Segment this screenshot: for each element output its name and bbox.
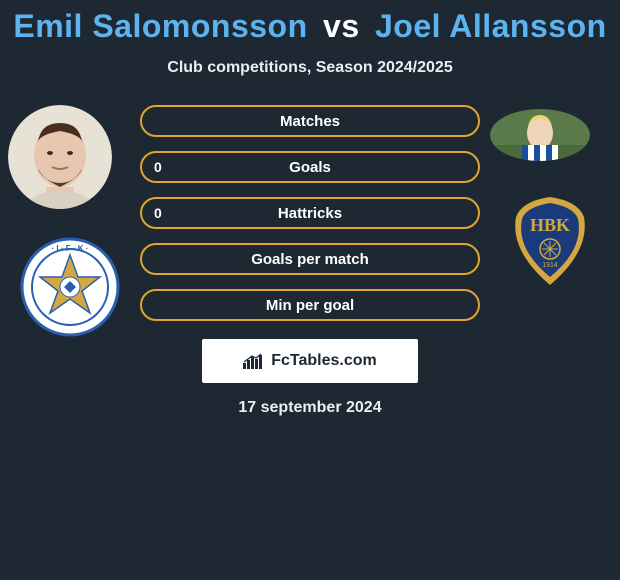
player1-name: Emil Salomonsson	[13, 8, 307, 44]
date-text: 17 september 2024	[0, 399, 620, 417]
stat-label: Goals	[289, 159, 331, 176]
stat-bar-matches: Matches	[140, 105, 480, 137]
stat-value-left: 0	[154, 159, 162, 175]
stat-bar-hattricks: 0 Hattricks	[140, 197, 480, 229]
svg-text:HBK: HBK	[530, 215, 570, 235]
stat-value-left: 0	[154, 205, 162, 221]
vs-text: vs	[323, 8, 360, 44]
watermark-text: FcTables.com	[271, 352, 377, 370]
watermark: FcTables.com	[202, 339, 418, 383]
stat-label: Matches	[280, 113, 340, 130]
svg-text:1914: 1914	[542, 262, 558, 269]
content-area: · I · F · K · HBK 1914 Matches 0 Goals 0…	[0, 105, 620, 417]
stat-bar-goals-per-match: Goals per match	[140, 243, 480, 275]
club1-badge-icon: · I · F · K ·	[20, 237, 120, 337]
player2-name: Joel Allansson	[375, 8, 607, 44]
stat-label: Goals per match	[251, 251, 369, 268]
stat-bar-goals: 0 Goals	[140, 151, 480, 183]
player1-avatar	[8, 105, 112, 209]
comparison-title: Emil Salomonsson vs Joel Allansson	[0, 0, 620, 45]
stat-label: Min per goal	[266, 297, 354, 314]
stat-bars: Matches 0 Goals 0 Hattricks Goals per ma…	[140, 105, 480, 321]
svg-text:· I · F · K ·: · I · F · K ·	[52, 244, 89, 253]
stat-bar-min-per-goal: Min per goal	[140, 289, 480, 321]
subtitle: Club competitions, Season 2024/2025	[0, 59, 620, 77]
chart-icon	[243, 353, 265, 369]
stat-label: Hattricks	[278, 205, 342, 222]
player2-avatar	[490, 109, 590, 161]
club2-badge-icon: HBK 1914	[500, 191, 600, 291]
